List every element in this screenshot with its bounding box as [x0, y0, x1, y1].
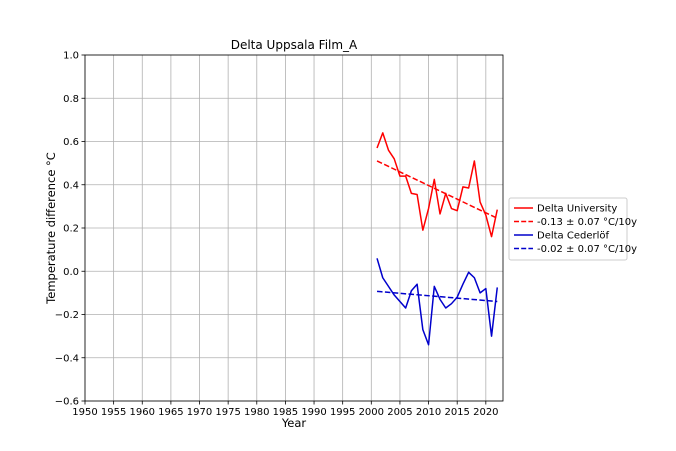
x-tick-label: 1985: [273, 407, 298, 418]
x-tick-label: 2020: [473, 407, 498, 418]
x-tick-label: 2010: [416, 407, 441, 418]
legend-entry-2: Delta Cederlöf: [537, 231, 610, 242]
y-tick-label: −0.4: [55, 353, 79, 364]
y-tick-label: 0.6: [63, 137, 79, 148]
x-tick-label: 2000: [359, 407, 384, 418]
x-tick-label: 2015: [444, 407, 469, 418]
y-tick-label: 1.0: [63, 51, 79, 62]
x-tick-label: 1970: [187, 407, 212, 418]
legend-entry-1: -0.13 ± 0.07 °C/10y: [537, 217, 637, 228]
ticks: 1950 1955 1960 1965 1970 1975 1980 1985 1990 1995…: [55, 51, 499, 419]
legend-box: [508, 197, 628, 261]
x-tick-label: 1950: [72, 407, 97, 418]
x-tick-label: 1975: [215, 407, 240, 418]
series-layer: [376, 132, 499, 346]
legend-entry-0: Delta University: [537, 204, 617, 215]
x-tick-label: 1960: [130, 407, 155, 418]
legend-entry-3: -0.02 ± 0.07 °C/10y: [537, 244, 637, 255]
y-tick-label: 0.8: [63, 94, 79, 105]
series-line-2: [376, 258, 499, 346]
x-tick-label: 1990: [301, 407, 326, 418]
y-tick-label: −0.6: [55, 397, 79, 408]
x-tick-label: 1965: [158, 407, 183, 418]
series-line-1: [376, 160, 498, 219]
x-tick-label: 2005: [387, 407, 412, 418]
y-tick-label: 0.0: [63, 267, 79, 278]
y-axis-title: Temperature difference °C: [44, 152, 58, 305]
series-line-3: [376, 290, 498, 303]
series-line-0: [376, 132, 499, 238]
x-tick-label: 1995: [330, 407, 355, 418]
grid: [84, 54, 503, 402]
y-tick-label: 0.4: [63, 180, 79, 191]
y-tick-label: 0.2: [63, 224, 79, 235]
x-tick-label: 1955: [101, 407, 126, 418]
x-axis-title: Year: [281, 416, 307, 430]
y-tick-label: −0.2: [55, 310, 79, 321]
chart-title: Delta Uppsala Film_A: [231, 38, 358, 52]
x-tick-label: 1980: [244, 407, 269, 418]
legend: Delta University -0.13 ± 0.07 °C/10y Delta…: [508, 197, 637, 261]
